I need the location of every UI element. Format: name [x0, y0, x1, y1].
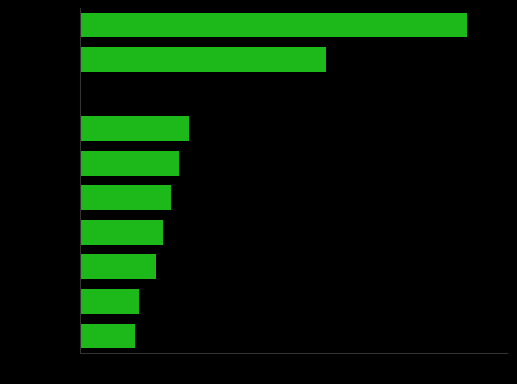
Bar — [80, 151, 179, 175]
Bar — [80, 185, 171, 210]
Bar — [80, 324, 135, 348]
Bar — [80, 116, 189, 141]
Bar — [80, 289, 139, 314]
Bar — [80, 255, 157, 279]
Bar — [80, 47, 326, 72]
Bar — [80, 13, 467, 37]
Bar — [80, 220, 162, 245]
